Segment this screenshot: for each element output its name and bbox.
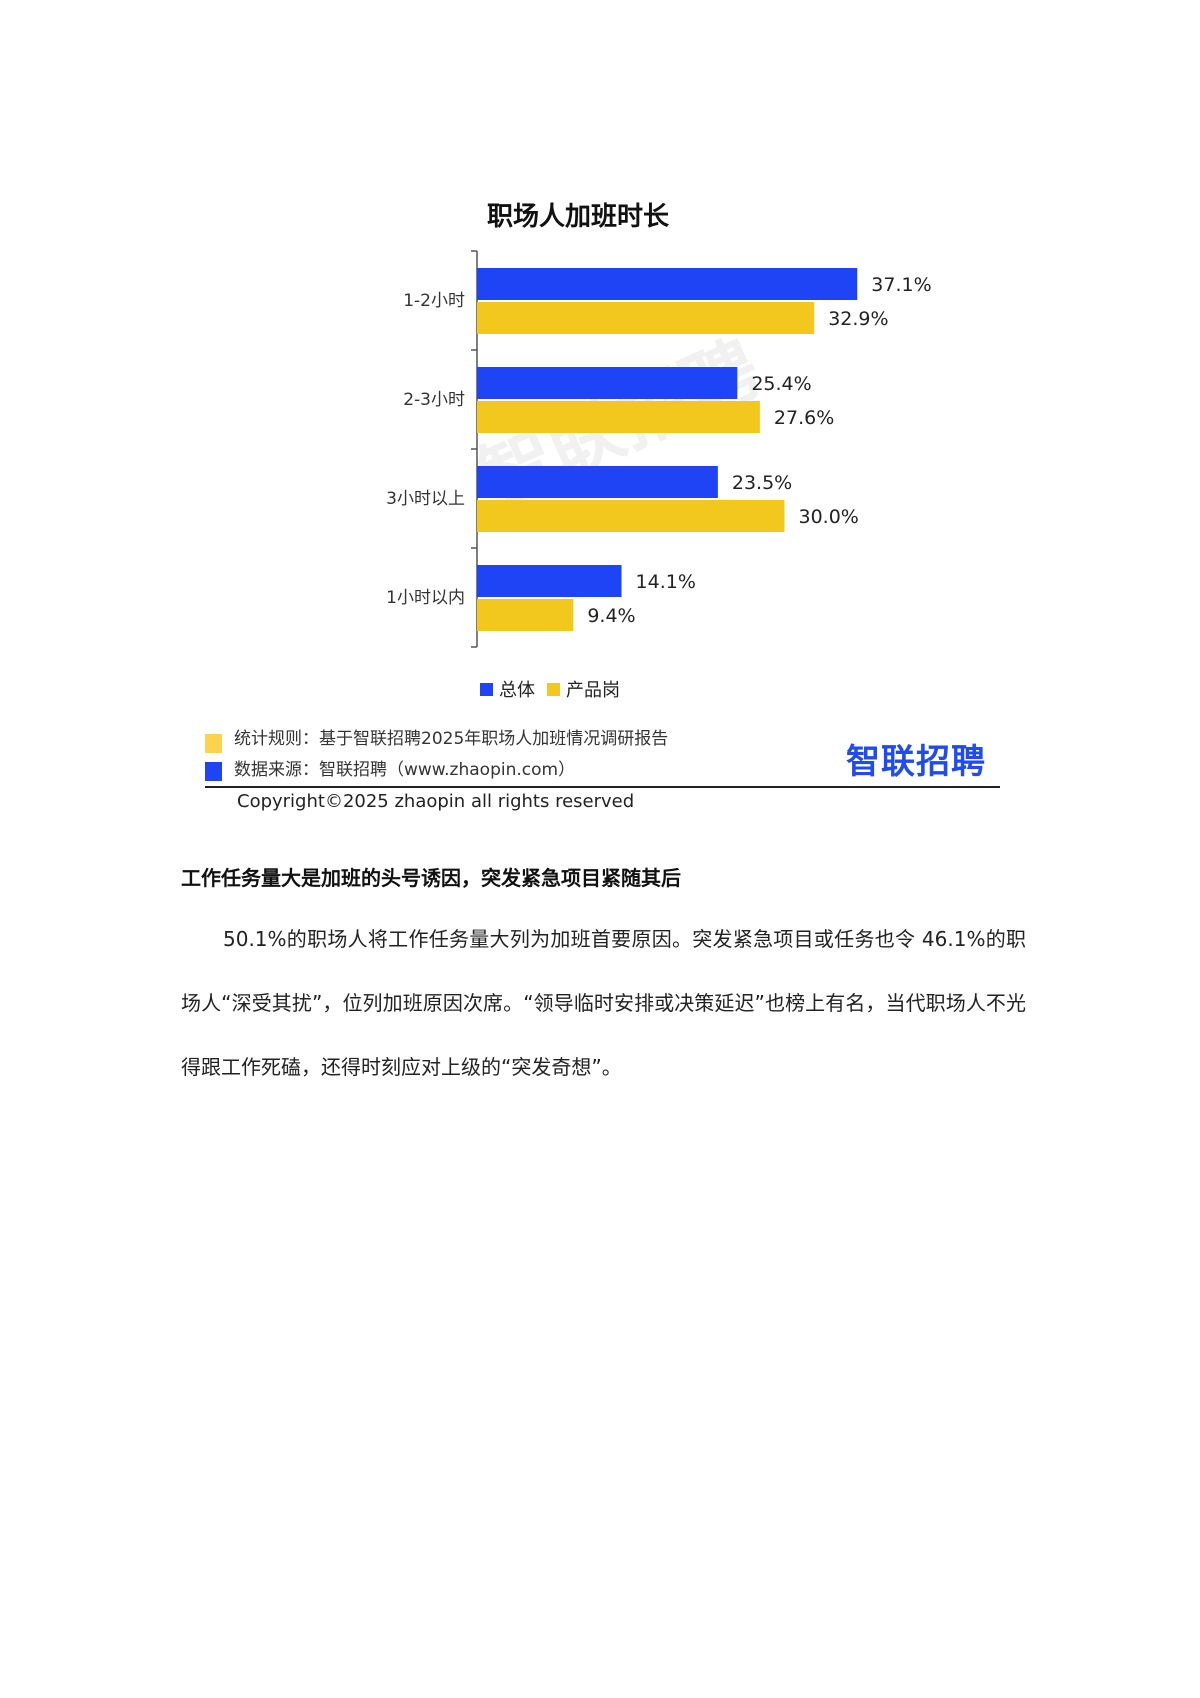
legend-label-overall: 总体 [499,680,535,701]
bar-product [477,401,760,433]
source-color-marker [205,762,222,781]
bar-product [477,302,815,334]
data-source-text: 数据来源：智联招聘（www.zhaopin.com） [234,760,576,780]
body-paragraph: 50.1%的职场人将工作任务量大列为加班首要原因。突发紧急项目或任务也令 46.… [181,927,1026,1079]
copyright: Copyright©2025 zhaopin all rights reserv… [237,791,635,812]
category-label: 1小时以内 [386,588,465,608]
legend-label-product: 产品岗 [566,680,620,701]
category-label: 2-3小时 [403,390,465,410]
divider [205,786,1000,788]
stat-rule-text: 统计规则：基于智联招聘2025年职场人加班情况调研报告 [234,729,669,749]
legend-swatch-product [547,682,560,696]
zhaopin-logo: 智联招聘 [846,742,986,782]
data-label: 30.0% [799,506,859,528]
bar-product [477,500,785,532]
chart-title: 职场人加班时长 [486,202,669,232]
section-heading: 工作任务量大是加班的头号诱因，突发紧急项目紧随其后 [181,866,681,890]
bar-chart: 1-2小时 37.1% 32.9% 2-3小时 25.4% 27.6% 3小时以上 23.5%… [386,250,932,648]
category-label: 1-2小时 [403,291,465,311]
chart-legend: 总体 产品岗 [480,676,620,702]
legend-swatch-overall [480,682,493,696]
bar-overall [477,565,622,597]
category-label: 3小时以上 [386,489,465,509]
bar-overall [477,466,718,498]
bar-overall [477,268,858,300]
data-label: 32.9% [828,308,888,330]
data-label: 25.4% [751,373,811,395]
rule-color-marker [205,734,222,753]
bar-overall [477,367,738,399]
data-label: 23.5% [732,472,792,494]
data-label: 14.1% [636,571,696,593]
data-label: 37.1% [871,274,931,296]
bar-product [477,599,574,631]
data-label: 27.6% [774,407,834,429]
data-label: 9.4% [587,605,635,627]
